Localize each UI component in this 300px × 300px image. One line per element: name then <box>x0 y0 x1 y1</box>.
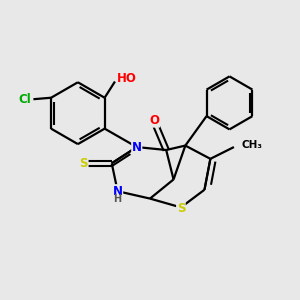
Text: HO: HO <box>116 71 136 85</box>
Text: Cl: Cl <box>18 93 31 106</box>
Text: H: H <box>113 194 121 205</box>
Text: O: O <box>149 114 159 127</box>
Text: N: N <box>112 185 123 198</box>
Text: S: S <box>80 157 88 170</box>
Text: CH₃: CH₃ <box>241 140 262 150</box>
Text: S: S <box>177 202 185 215</box>
Text: N: N <box>132 141 142 154</box>
